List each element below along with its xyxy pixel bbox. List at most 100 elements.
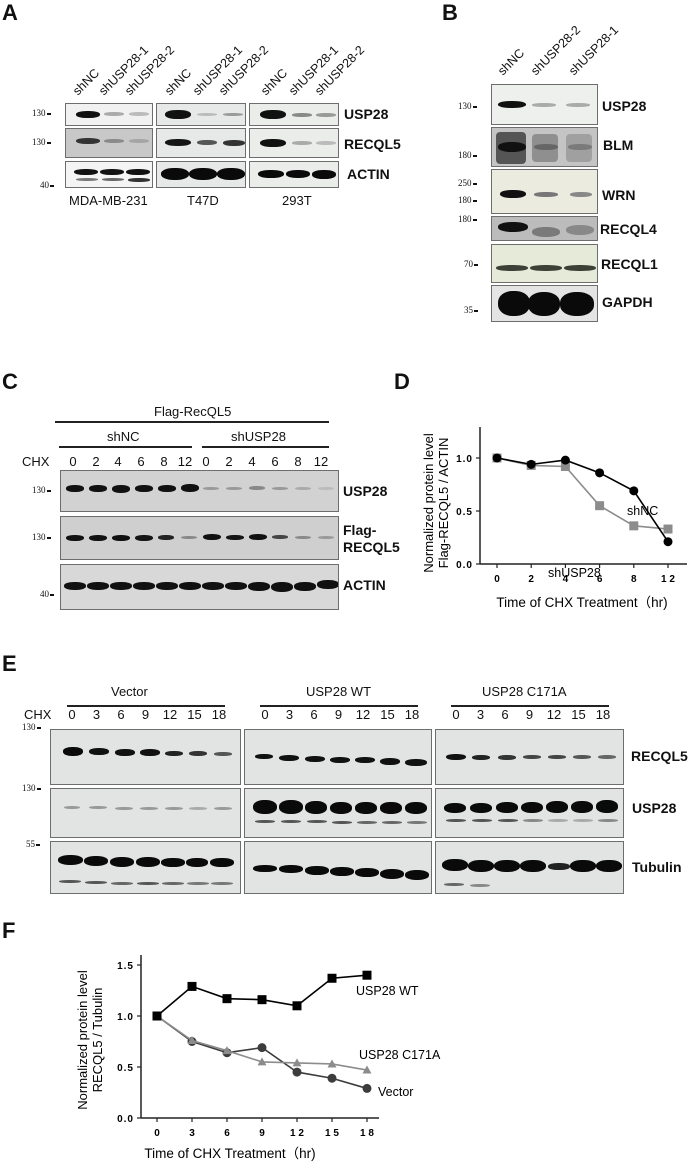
protein-label: Tubulin xyxy=(632,859,682,875)
blot-recql5-t47d xyxy=(156,128,246,158)
mw-marker: 250 xyxy=(458,178,477,188)
timepoint: 15 xyxy=(187,707,202,722)
protein-label: RECQL1 xyxy=(601,256,658,272)
svg-text:1.0: 1.0 xyxy=(456,454,473,465)
timepoint: 12 xyxy=(313,454,329,469)
timepoint: 12 xyxy=(355,707,371,722)
group-label: shUSP28 xyxy=(231,429,286,444)
protein-label: RECQL5 xyxy=(631,748,688,764)
svg-text:0.5: 0.5 xyxy=(456,507,473,518)
timepoint: 12 xyxy=(546,707,562,722)
svg-text:0: 0 xyxy=(154,1128,160,1139)
chx-label: CHX xyxy=(22,454,50,469)
mw-marker: 35 xyxy=(464,305,478,315)
blot-recql1-b xyxy=(491,244,598,283)
svg-text:1.0: 1.0 xyxy=(117,1012,134,1023)
group-bracket xyxy=(59,446,192,448)
blot-actin-293t xyxy=(249,161,339,188)
svg-text:USP28 C171A: USP28 C171A xyxy=(359,1048,441,1062)
protein-label: USP28 xyxy=(632,800,677,816)
svg-text:0: 0 xyxy=(494,574,500,585)
protein-label: Flag- xyxy=(343,522,377,538)
svg-text:4: 4 xyxy=(563,574,569,585)
blot-recql5-c171a xyxy=(435,729,624,785)
protein-label: GAPDH xyxy=(602,294,653,310)
timepoint: 0 xyxy=(68,707,76,722)
timepoint: 18 xyxy=(595,707,611,722)
protein-label: ACTIN xyxy=(347,166,390,182)
lane-label: shNC xyxy=(162,65,195,98)
timepoint: 2 xyxy=(225,454,233,469)
blot-usp28-b xyxy=(491,84,598,125)
blot-usp28-wt xyxy=(244,788,432,838)
mw-marker: 130 xyxy=(22,783,41,793)
blot-tubulin-wt xyxy=(244,841,432,894)
panel-letter-b: B xyxy=(442,0,458,25)
blot-recql4-b xyxy=(491,216,598,241)
timepoint: 0 xyxy=(452,707,460,722)
mw-marker: 180 xyxy=(458,195,477,205)
group-bracket xyxy=(202,446,329,448)
construct-bracket xyxy=(55,421,329,423)
protein-label: USP28 xyxy=(602,98,647,114)
timepoint: 18 xyxy=(404,707,420,722)
svg-text:3: 3 xyxy=(189,1128,195,1139)
panel-letter-e: E xyxy=(2,651,17,676)
timepoint: 18 xyxy=(211,707,227,722)
svg-text:0.5: 0.5 xyxy=(117,1063,134,1074)
blot-usp28-mda xyxy=(65,103,153,126)
lane-label: shNC xyxy=(258,65,291,98)
timepoint: 6 xyxy=(310,707,318,722)
mw-marker: 130 xyxy=(22,722,41,732)
group-label: shNC xyxy=(107,429,140,444)
timepoint: 12 xyxy=(177,454,193,469)
lane-label: shNC xyxy=(70,65,103,98)
timepoint: 0 xyxy=(202,454,210,469)
panel-letter-c: C xyxy=(2,369,18,394)
blot-tubulin-c171a xyxy=(435,841,624,894)
svg-text:8: 8 xyxy=(631,574,637,585)
svg-text:Vector: Vector xyxy=(378,1085,413,1099)
svg-text:shUSP28: shUSP28 xyxy=(548,566,601,580)
protein-label: ACTIN xyxy=(343,577,386,593)
panel-letter-f: F xyxy=(2,918,16,943)
panel-letter-d: D xyxy=(394,369,410,394)
blot-wrn-b xyxy=(491,169,598,214)
mw-marker: 130 xyxy=(32,532,51,542)
protein-label: WRN xyxy=(602,187,636,203)
svg-text:1 8: 1 8 xyxy=(360,1128,374,1139)
group-bracket xyxy=(451,705,609,707)
mw-marker: 130 xyxy=(32,485,51,495)
mw-marker: 130 xyxy=(458,101,477,111)
group-bracket xyxy=(260,705,418,707)
blot-usp28-vector xyxy=(50,788,241,838)
timepoint: 9 xyxy=(334,707,343,722)
blot-usp28-c xyxy=(60,470,339,512)
mw-marker: 55 xyxy=(26,839,40,849)
cell-line-label: MDA-MB-231 xyxy=(69,193,148,208)
construct-label: Flag-RecQL5 xyxy=(154,404,232,419)
protein-label: USP28 xyxy=(343,483,388,499)
svg-text:USP28 WT: USP28 WT xyxy=(356,984,419,998)
blot-usp28-293t xyxy=(249,103,339,126)
group-label: Vector xyxy=(111,684,148,699)
lane-label: shNC xyxy=(495,45,528,78)
blot-usp28-c171a xyxy=(435,788,624,838)
blot-blm-b xyxy=(491,127,598,167)
mw-marker: 130 xyxy=(32,108,51,118)
timepoint: 15 xyxy=(571,707,586,722)
blot-gapdh-b xyxy=(491,285,598,322)
blot-actin-t47d xyxy=(156,161,246,188)
timepoint: 4 xyxy=(114,454,122,469)
timepoint: 6 xyxy=(271,454,279,469)
panel-letter-a: A xyxy=(2,0,18,25)
chx-label: CHX xyxy=(24,707,52,722)
blot-recql5-wt xyxy=(244,729,432,785)
protein-label: RECQL5 xyxy=(343,539,400,555)
timepoint: 3 xyxy=(285,707,294,722)
blot-recql5-293t xyxy=(249,128,339,158)
timepoint: 8 xyxy=(160,454,168,469)
protein-label: BLM xyxy=(603,137,634,153)
blot-usp28-t47d xyxy=(156,103,246,126)
timepoint: 15 xyxy=(380,707,395,722)
